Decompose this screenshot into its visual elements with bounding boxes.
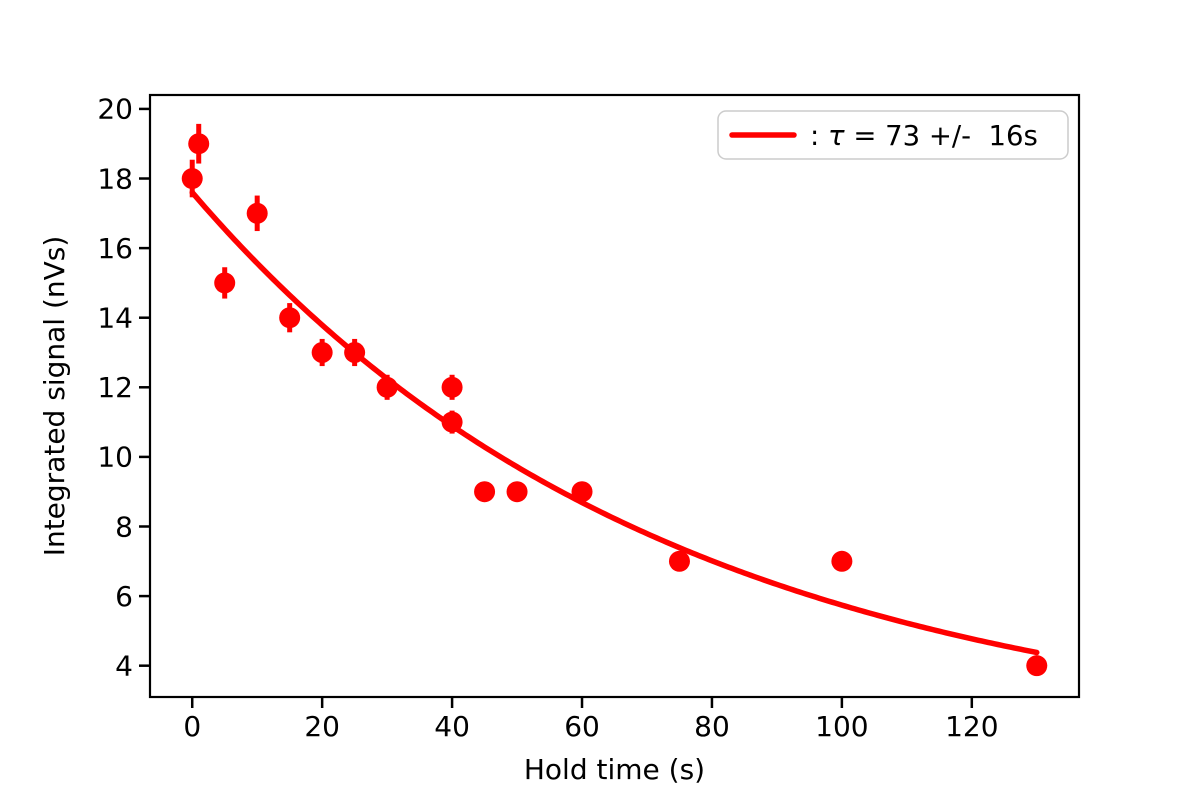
x-tick-label: 40 xyxy=(434,710,470,743)
data-points xyxy=(181,133,1048,677)
data-point xyxy=(474,481,496,503)
fit-line xyxy=(189,189,1040,656)
legend-tau-symbol: τ xyxy=(828,120,845,152)
data-point xyxy=(188,133,210,155)
legend-label-suffix: = 73 +/- 16s xyxy=(845,120,1038,152)
legend-label: : τ = 73 +/- 16s xyxy=(810,120,1038,152)
data-point xyxy=(344,342,366,364)
x-tick-label: 20 xyxy=(304,710,340,743)
y-tick-label: 10 xyxy=(97,441,133,474)
data-point xyxy=(668,550,690,572)
axis-ticks: 0 20 40 60 80 100 120 4 6 8 10 12 14 16 18 20 xyxy=(97,93,998,743)
data-point xyxy=(1026,655,1048,677)
y-tick-label: 20 xyxy=(97,93,133,126)
data-point xyxy=(181,168,203,190)
y-tick-label: 16 xyxy=(97,232,133,265)
data-point xyxy=(506,481,528,503)
plot-frame xyxy=(148,93,1081,699)
x-tick-label: 80 xyxy=(694,710,730,743)
x-axis-title: Hold time (s) xyxy=(524,753,705,786)
x-tick-label: 120 xyxy=(945,710,998,743)
data-point xyxy=(311,342,333,364)
y-axis-title: Integrated signal (nVs) xyxy=(38,236,71,557)
data-point xyxy=(214,272,236,294)
legend-box xyxy=(717,110,1069,160)
x-tick-label: 100 xyxy=(815,710,868,743)
data-point xyxy=(376,376,398,398)
error-bars xyxy=(189,123,1040,670)
y-tick-label: 18 xyxy=(97,162,133,195)
data-point xyxy=(831,550,853,572)
x-tick-label: 60 xyxy=(564,710,600,743)
y-tick-label: 12 xyxy=(97,371,133,404)
y-tick-label: 8 xyxy=(115,510,133,543)
x-tick-label: 0 xyxy=(183,710,201,743)
y-tick-label: 6 xyxy=(115,580,133,613)
y-tick-label: 14 xyxy=(97,302,133,335)
data-point xyxy=(571,481,593,503)
legend-label-prefix: : xyxy=(810,120,828,152)
legend: : τ = 73 +/- 16s xyxy=(717,110,1069,160)
y-tick-label: 4 xyxy=(115,649,133,682)
data-point xyxy=(279,307,301,329)
data-point xyxy=(246,202,268,224)
data-point xyxy=(441,411,463,433)
data-point xyxy=(441,376,463,398)
